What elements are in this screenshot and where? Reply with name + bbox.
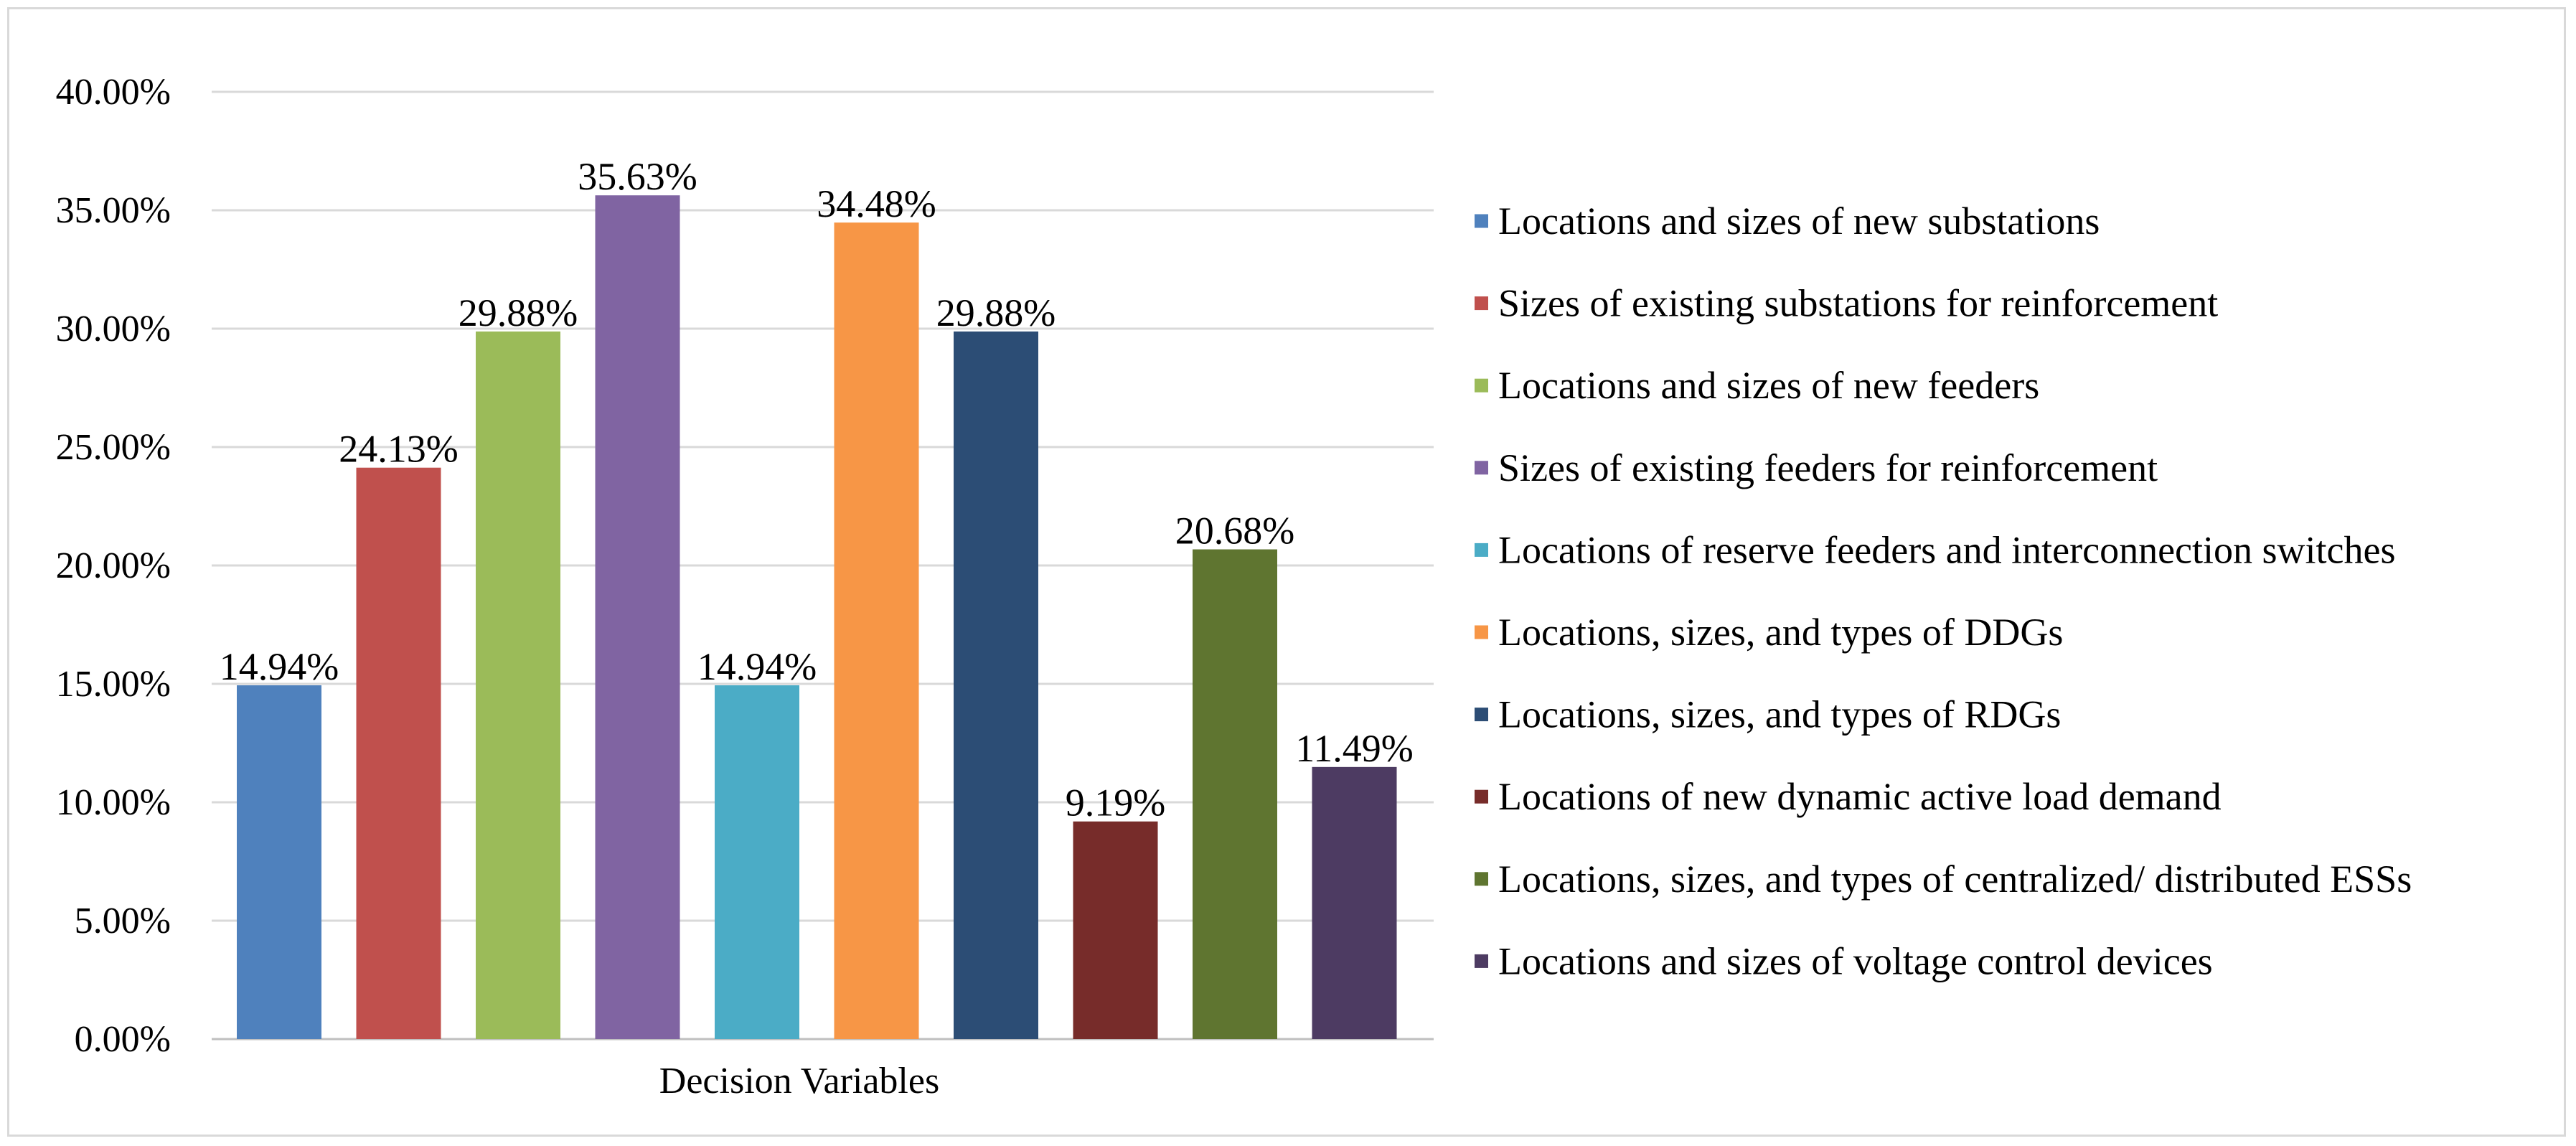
- data-labels: 14.94% 24.13% 29.88% 35.63% 14.94% 34.48% 29.8…: [220, 155, 1414, 825]
- legend-swatch: [1475, 378, 1488, 393]
- data-label-2: 24.13%: [339, 428, 458, 471]
- legend-item: Locations, sizes, and types of RDGs: [1475, 693, 2061, 736]
- legend-item: Locations, sizes, and types of DDGs: [1475, 611, 2063, 654]
- data-label-8: 9.19%: [1066, 781, 1165, 825]
- legend-item: Locations, sizes, and types of centraliz…: [1475, 858, 2412, 901]
- legend-label: Sizes of existing substations for reinfo…: [1498, 282, 2218, 325]
- y-tick-label: 15.00%: [56, 664, 171, 705]
- legend-swatch: [1475, 872, 1488, 886]
- legend-item: Locations of new dynamic active load dem…: [1475, 775, 2222, 818]
- legend-label: Locations, sizes, and types of centraliz…: [1498, 858, 2412, 901]
- legend-swatch: [1475, 708, 1488, 722]
- data-label-5: 14.94%: [697, 645, 817, 688]
- bar-5: [715, 685, 799, 1039]
- y-tick-label: 0.00%: [75, 1019, 171, 1060]
- bar-7: [954, 331, 1038, 1040]
- legend-label: Sizes of existing feeders for reinforcem…: [1498, 446, 2158, 489]
- y-tick-label: 10.00%: [56, 782, 171, 823]
- legend: Locations and sizes of new substations Si…: [1475, 199, 2412, 982]
- legend-item: Sizes of existing feeders for reinforcem…: [1475, 446, 2158, 489]
- data-label-6: 34.48%: [817, 182, 936, 225]
- legend-label: Locations of new dynamic active load dem…: [1498, 775, 2222, 818]
- bar-10: [1312, 766, 1397, 1039]
- legend-swatch: [1475, 214, 1488, 228]
- legend-label: Locations of reserve feeders and interco…: [1498, 528, 2396, 571]
- bar-6: [834, 222, 919, 1039]
- bar-4: [595, 195, 680, 1040]
- data-label-7: 29.88%: [936, 291, 1056, 334]
- data-label-1: 14.94%: [220, 645, 339, 688]
- y-tick-label: 35.00%: [56, 190, 171, 231]
- data-label-4: 35.63%: [578, 155, 697, 198]
- data-label-10: 11.49%: [1295, 727, 1413, 770]
- bar-2: [356, 467, 441, 1039]
- y-tick-label: 5.00%: [75, 901, 171, 941]
- legend-label: Locations and sizes of new substations: [1498, 199, 2100, 243]
- bar-9: [1193, 549, 1277, 1039]
- legend-swatch: [1475, 461, 1488, 475]
- legend-label: Locations, sizes, and types of RDGs: [1498, 693, 2061, 736]
- x-axis-title: Decision Variables: [659, 1061, 939, 1102]
- legend-item: Locations and sizes of voltage control d…: [1475, 939, 2213, 982]
- legend-label: Locations and sizes of new feeders: [1498, 364, 2039, 407]
- y-tick-label: 30.00%: [56, 309, 171, 349]
- legend-swatch: [1475, 625, 1488, 639]
- legend-item: Locations and sizes of new feeders: [1475, 364, 2039, 407]
- bar-8: [1073, 821, 1158, 1039]
- data-label-9: 20.68%: [1175, 509, 1294, 553]
- legend-label: Locations, sizes, and types of DDGs: [1498, 611, 2063, 654]
- legend-item: Locations of reserve feeders and interco…: [1475, 528, 2396, 571]
- y-tick-label: 20.00%: [56, 545, 171, 586]
- legend-swatch: [1475, 543, 1488, 557]
- legend-label: Locations and sizes of voltage control d…: [1498, 939, 2213, 982]
- legend-swatch: [1475, 954, 1488, 968]
- data-label-3: 29.88%: [459, 291, 578, 334]
- legend-item: Sizes of existing substations for reinfo…: [1475, 282, 2218, 325]
- y-tick-label: 25.00%: [56, 427, 171, 468]
- bar-3: [476, 331, 560, 1040]
- bars: [237, 195, 1397, 1040]
- y-tick-label: 40.00%: [56, 72, 171, 113]
- legend-item: Locations and sizes of new substations: [1475, 199, 2100, 243]
- legend-swatch: [1475, 296, 1488, 311]
- y-axis-ticks: 0.00% 5.00% 10.00% 15.00% 20.00% 25.00% 30.00%…: [56, 72, 171, 1060]
- bar-1: [237, 685, 321, 1039]
- legend-swatch: [1475, 789, 1488, 804]
